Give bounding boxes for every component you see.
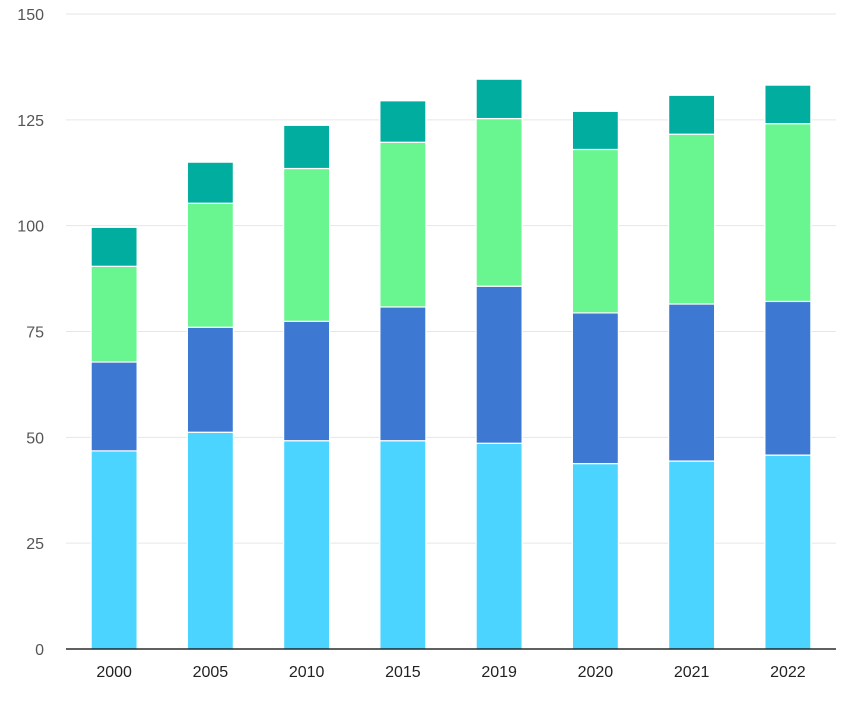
x-tick-label: 2015 [385, 664, 421, 681]
bar-2015-series-1 [379, 440, 427, 650]
bar-2022-series-1 [764, 454, 812, 650]
bar-2000-series-1 [90, 450, 138, 650]
bar-2021-series-4 [668, 94, 716, 135]
bar-2020-series-2 [571, 312, 619, 465]
bar-2015-series-2 [379, 306, 427, 442]
bar-2010-series-4 [283, 124, 331, 170]
bar-2022-series-3 [764, 123, 812, 303]
bar-2010-series-2 [283, 320, 331, 442]
x-tick-label: 2020 [578, 664, 614, 681]
y-tick-label: 0 [35, 642, 44, 659]
bar-2021-series-3 [668, 133, 716, 305]
y-tick-label: 150 [17, 7, 44, 24]
bar-2015-series-3 [379, 141, 427, 308]
bar-2022-series-4 [764, 84, 812, 125]
bar-2005-series-2 [186, 326, 234, 433]
bar-2022-series-2 [764, 300, 812, 456]
bar-2000-series-2 [90, 361, 138, 452]
bar-2019-series-3 [475, 117, 523, 287]
bars [90, 78, 812, 650]
x-tick-label: 2022 [770, 664, 806, 681]
y-tick-label: 100 [17, 219, 44, 236]
y-axis-labels: 0 25 50 75 100 125 150 [17, 7, 44, 659]
bar-2019-series-2 [475, 285, 523, 444]
y-tick-label: 50 [26, 430, 44, 447]
x-axis-labels: 2000 2005 2010 2015 2019 2020 2021 2022 [96, 664, 805, 681]
bar-2021-series-1 [668, 460, 716, 650]
bar-2020-series-3 [571, 148, 619, 314]
y-tick-label: 75 [26, 325, 44, 342]
x-tick-label: 2010 [289, 664, 325, 681]
bar-2021-series-2 [668, 303, 716, 462]
bar-2020-series-1 [571, 462, 619, 650]
bar-2005-series-1 [186, 431, 234, 650]
bar-2019-series-1 [475, 442, 523, 650]
bar-2010-series-1 [283, 440, 331, 650]
y-tick-label: 125 [17, 113, 44, 130]
bar-2020-series-4 [571, 110, 619, 151]
x-tick-label: 2000 [96, 664, 132, 681]
x-tick-label: 2021 [674, 664, 710, 681]
y-tick-label: 25 [26, 536, 44, 553]
bar-2000-series-4 [90, 226, 138, 267]
x-tick-label: 2005 [193, 664, 229, 681]
bar-2000-series-3 [90, 265, 138, 363]
x-tick-label: 2019 [481, 664, 517, 681]
bar-2005-series-3 [186, 202, 234, 328]
bar-2010-series-3 [283, 167, 331, 322]
bar-2019-series-4 [475, 78, 523, 120]
grid-lines [66, 13, 836, 544]
bar-2005-series-4 [186, 161, 234, 204]
bar-2015-series-4 [379, 100, 427, 143]
